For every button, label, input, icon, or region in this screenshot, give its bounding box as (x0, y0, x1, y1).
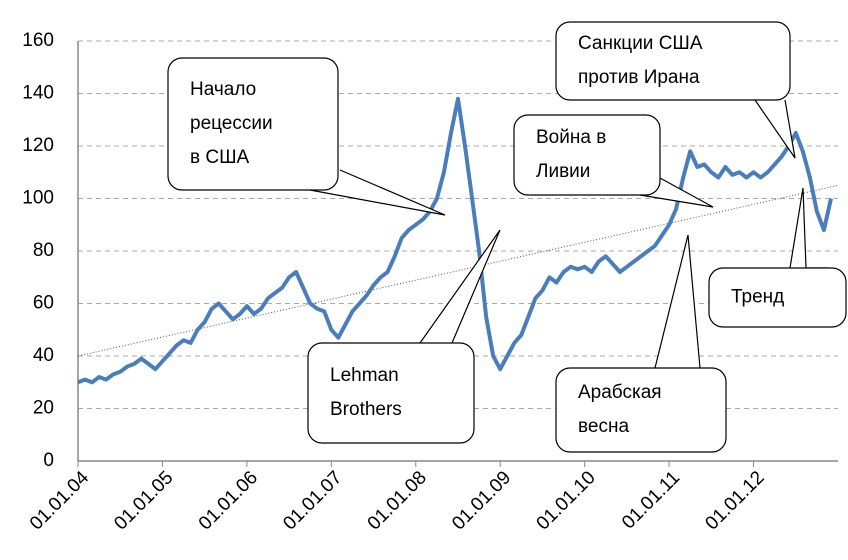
y-tick-label: 140 (22, 83, 54, 104)
x-tick-label: 01.01.11 (618, 467, 684, 533)
callout: Начало рецессии в США (167, 57, 446, 216)
callout-text: в США (190, 147, 250, 168)
callout-text: Тренд (731, 287, 784, 308)
callout: Lehman Brothers (307, 229, 501, 444)
callout-box (513, 114, 661, 196)
x-tick-label: 01.01.09 (448, 467, 515, 534)
y-tick-label: 160 (22, 30, 54, 51)
trend-line (77, 184, 839, 357)
callout-text: Арабская (578, 382, 662, 403)
callout-text: весна (578, 416, 629, 437)
y-tick-label: 20 (33, 398, 54, 419)
callout: Санкции США против Ирана (555, 21, 796, 159)
x-tick-label: 01.01.12 (701, 467, 768, 534)
callout-text: Начало (190, 79, 256, 100)
y-tick-label: 120 (22, 135, 54, 156)
callout-text: Война в (536, 127, 606, 148)
x-tick-label: 01.01.04 (26, 467, 93, 534)
callout: Арабская весна (555, 234, 727, 453)
callout-box (555, 367, 727, 453)
callout-pointer (419, 229, 501, 344)
callout-text: против Ирана (578, 67, 700, 88)
y-tick-label: 80 (33, 240, 54, 261)
callout-pointer (654, 234, 701, 369)
y-tick-label: 100 (22, 188, 54, 209)
callout-box (555, 21, 791, 101)
callout-box (307, 342, 475, 444)
x-tick-label: 01.01.07 (279, 467, 346, 534)
callout-box (708, 267, 847, 328)
callout-text: Ливии (536, 161, 590, 182)
x-tick-label: 01.01.05 (110, 467, 177, 534)
callout-text: рецессии (190, 113, 273, 134)
callout-text: Brothers (330, 399, 402, 420)
callout-box (167, 57, 339, 191)
y-tick-label: 40 (33, 345, 54, 366)
x-tick-label: 01.01.06 (195, 467, 262, 534)
x-tick-label: 01.01.10 (533, 467, 600, 534)
callout-pointer (309, 169, 446, 216)
callout-text: Lehman (330, 365, 399, 386)
y-tick-label: 60 (33, 293, 54, 314)
x-tick-label: 01.01.08 (364, 467, 431, 534)
callout-pointer (754, 99, 796, 159)
callout: Тренд (708, 187, 847, 328)
callout-text: Санкции США (578, 33, 703, 54)
y-tick-label: 0 (43, 450, 54, 471)
price-line (77, 96, 833, 385)
callout: Война в Ливии (513, 114, 714, 208)
